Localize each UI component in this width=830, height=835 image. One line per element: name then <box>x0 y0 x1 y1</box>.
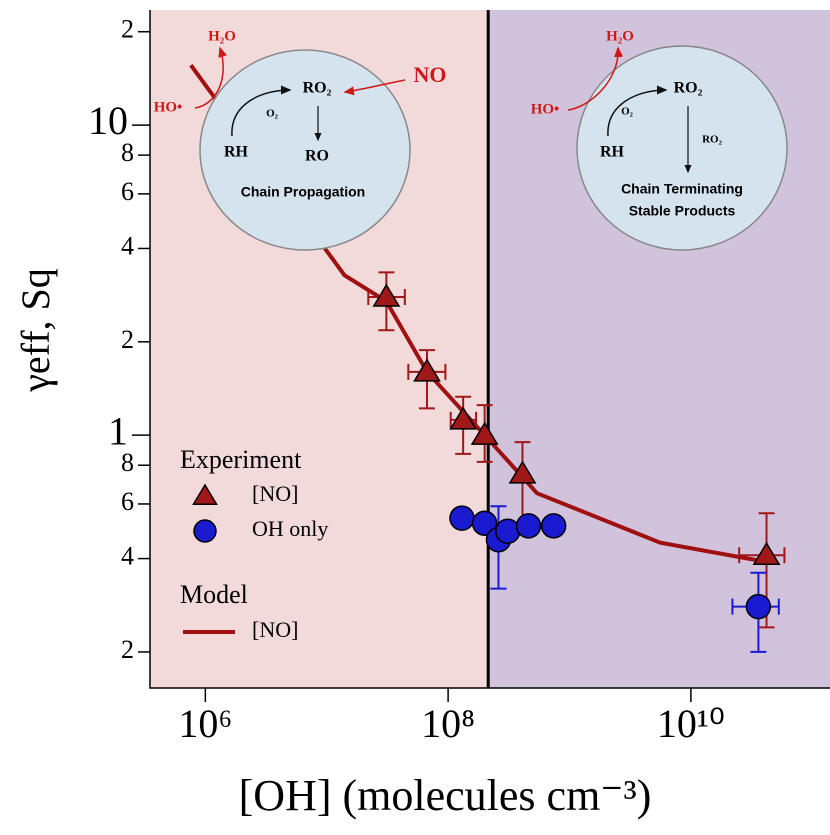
y-tick-label: 8 <box>121 138 134 167</box>
legend-label: OH only <box>252 516 328 541</box>
annotation: NO <box>414 62 447 87</box>
y-tick-label: 2 <box>121 635 134 664</box>
y-tick-label: 8 <box>121 448 134 477</box>
triangle-marker <box>449 406 478 430</box>
triangle-marker <box>372 283 401 307</box>
annotation: O₂ <box>621 106 634 118</box>
circle-marker <box>745 593 772 620</box>
x-axis-label: [OH] (molecules cm⁻³) <box>239 771 652 820</box>
y-tick-label: 1 <box>108 408 128 453</box>
triangle-marker <box>470 421 499 445</box>
annotation: H₂O <box>208 28 236 44</box>
circle-marker <box>515 513 542 539</box>
legend-heading: Model <box>180 580 248 609</box>
triangle-marker <box>192 483 218 505</box>
triangle-marker <box>413 358 441 382</box>
arrow <box>567 46 624 111</box>
annotation: RO₂ <box>702 134 723 146</box>
x-tick-label: 10⁸ <box>421 701 475 746</box>
insets: H₂O HO• NO O₂ RO₂ RH RO Chain Propagation H₂O HO•… <box>154 28 788 251</box>
y-tick-label: 2 <box>121 15 134 44</box>
annotation: HO• <box>154 99 183 115</box>
axis-frame <box>149 10 830 689</box>
y-tick-label: 6 <box>121 177 134 206</box>
model-line <box>189 63 767 564</box>
annotation: RH <box>224 144 249 161</box>
y-tick-label: 4 <box>121 542 134 571</box>
annotation: RH <box>600 144 625 161</box>
triangle-marker <box>508 460 537 484</box>
y-tick-label: 10 <box>88 98 128 143</box>
annotation: RO₂ <box>674 80 703 97</box>
circle-marker <box>449 505 475 531</box>
annotation: Chain Propagation <box>241 184 365 200</box>
circle-marker <box>193 519 217 543</box>
arrow <box>343 79 406 96</box>
annotation: RO₂ <box>303 80 332 97</box>
circle-marker <box>540 513 567 539</box>
y-tick-label: 2 <box>121 325 134 354</box>
annotation: RO <box>305 148 329 165</box>
plot-area <box>189 63 786 653</box>
x-tick-label: 10⁶ <box>178 701 232 746</box>
annotation: Chain Terminating <box>621 181 743 197</box>
y-tick-label: 6 <box>121 487 134 516</box>
circle-marker <box>471 510 498 536</box>
circle-marker <box>495 518 521 544</box>
y-tick-label: 4 <box>121 231 134 260</box>
legend-label: [NO] <box>252 481 298 506</box>
y-axis-label: γeff, Sq <box>13 268 58 393</box>
x-tick-label: 10¹⁰ <box>657 701 725 746</box>
inset-circle <box>576 45 788 251</box>
arrow <box>607 85 668 137</box>
arrow <box>231 85 292 137</box>
triangle-marker <box>752 541 781 565</box>
legend-heading: Experiment <box>180 445 302 474</box>
annotation: O₂ <box>266 108 279 120</box>
arrow <box>194 46 227 109</box>
annotation: HO• <box>531 101 560 117</box>
annotation: H₂O <box>606 28 634 44</box>
annotation: Stable Products <box>629 203 736 219</box>
legend-label: [NO] <box>252 617 298 642</box>
